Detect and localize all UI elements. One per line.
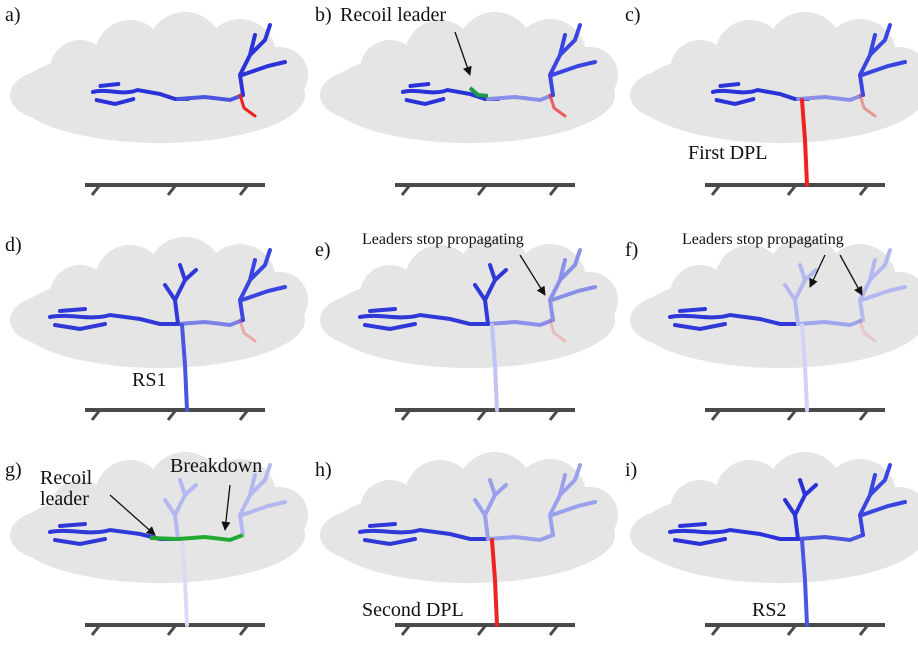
diagram: [0, 0, 918, 662]
annotation: Leaders stop propagating: [362, 232, 524, 249]
panel-f: [630, 237, 918, 420]
annotation: RS1: [132, 370, 166, 391]
panel-label: b): [315, 5, 332, 26]
annotation: RS2: [752, 600, 786, 621]
annotation: Recoil leader: [340, 5, 446, 26]
panel-e: [320, 237, 618, 420]
panel-label: e): [315, 240, 331, 261]
annotation: Leaders stop propagating: [682, 232, 844, 249]
panel-label: d): [5, 235, 22, 256]
panel-label: a): [5, 5, 21, 26]
panel-label: g): [5, 460, 22, 481]
panel-b: [320, 12, 618, 195]
panel-label: h): [315, 460, 332, 481]
panel-c: [630, 12, 918, 195]
panel-label: f): [625, 240, 638, 261]
panel-label: c): [625, 5, 641, 26]
panel-label: i): [625, 460, 637, 481]
annotation: First DPL: [688, 143, 767, 164]
panel-a: [10, 12, 308, 195]
annotation: Recoil leader: [40, 468, 110, 510]
panel-d: [10, 237, 308, 420]
annotation: Second DPL: [362, 600, 464, 621]
annotation: Breakdown: [170, 456, 262, 477]
page: a) b) Recoil leader c) First DPL d) RS1 …: [0, 0, 918, 662]
